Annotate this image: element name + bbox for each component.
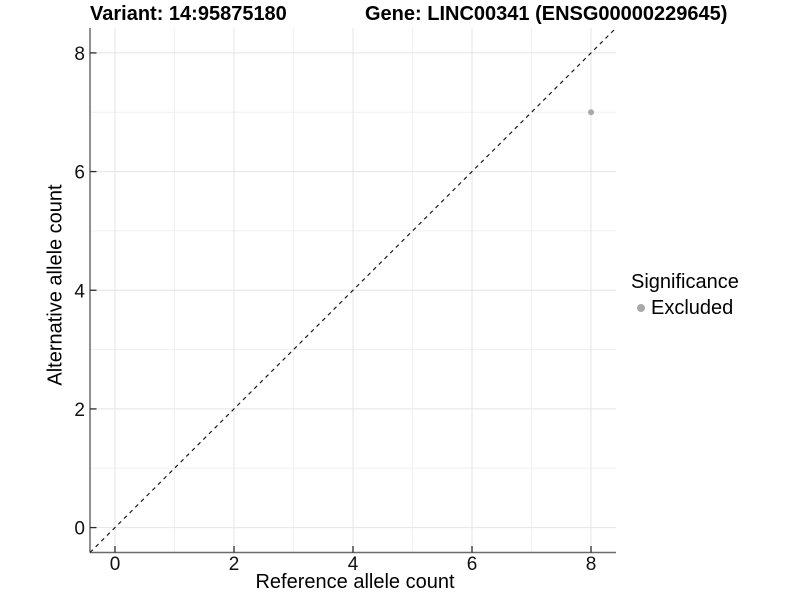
legend-title: Significance [631, 271, 739, 293]
data-point [588, 109, 595, 116]
gene-title: Gene: LINC00341 (ENSG00000229645) [365, 3, 728, 25]
y-axis-title: Alternative allele count [44, 184, 67, 386]
x-tick-label: 0 [110, 554, 121, 575]
identity-line [89, 27, 617, 553]
legend-point-icon [637, 304, 645, 312]
x-tick-label: 2 [229, 554, 240, 575]
x-tick-label: 4 [348, 554, 359, 575]
x-tick-label: 8 [586, 554, 597, 575]
x-tick-label: 6 [467, 554, 478, 575]
y-tick-label: 8 [74, 44, 85, 65]
y-tick-label: 6 [74, 163, 85, 184]
legend: Significance Excluded [631, 270, 739, 320]
legend-item-excluded: Excluded [631, 296, 739, 320]
y-tick-label: 0 [74, 519, 85, 540]
y-tick-label: 4 [74, 281, 85, 302]
legend-item-label: Excluded [651, 297, 734, 319]
x-axis-title: Reference allele count [255, 571, 455, 593]
variant-title: Variant: 14:95875180 [90, 3, 287, 25]
y-tick-label: 2 [74, 400, 85, 421]
